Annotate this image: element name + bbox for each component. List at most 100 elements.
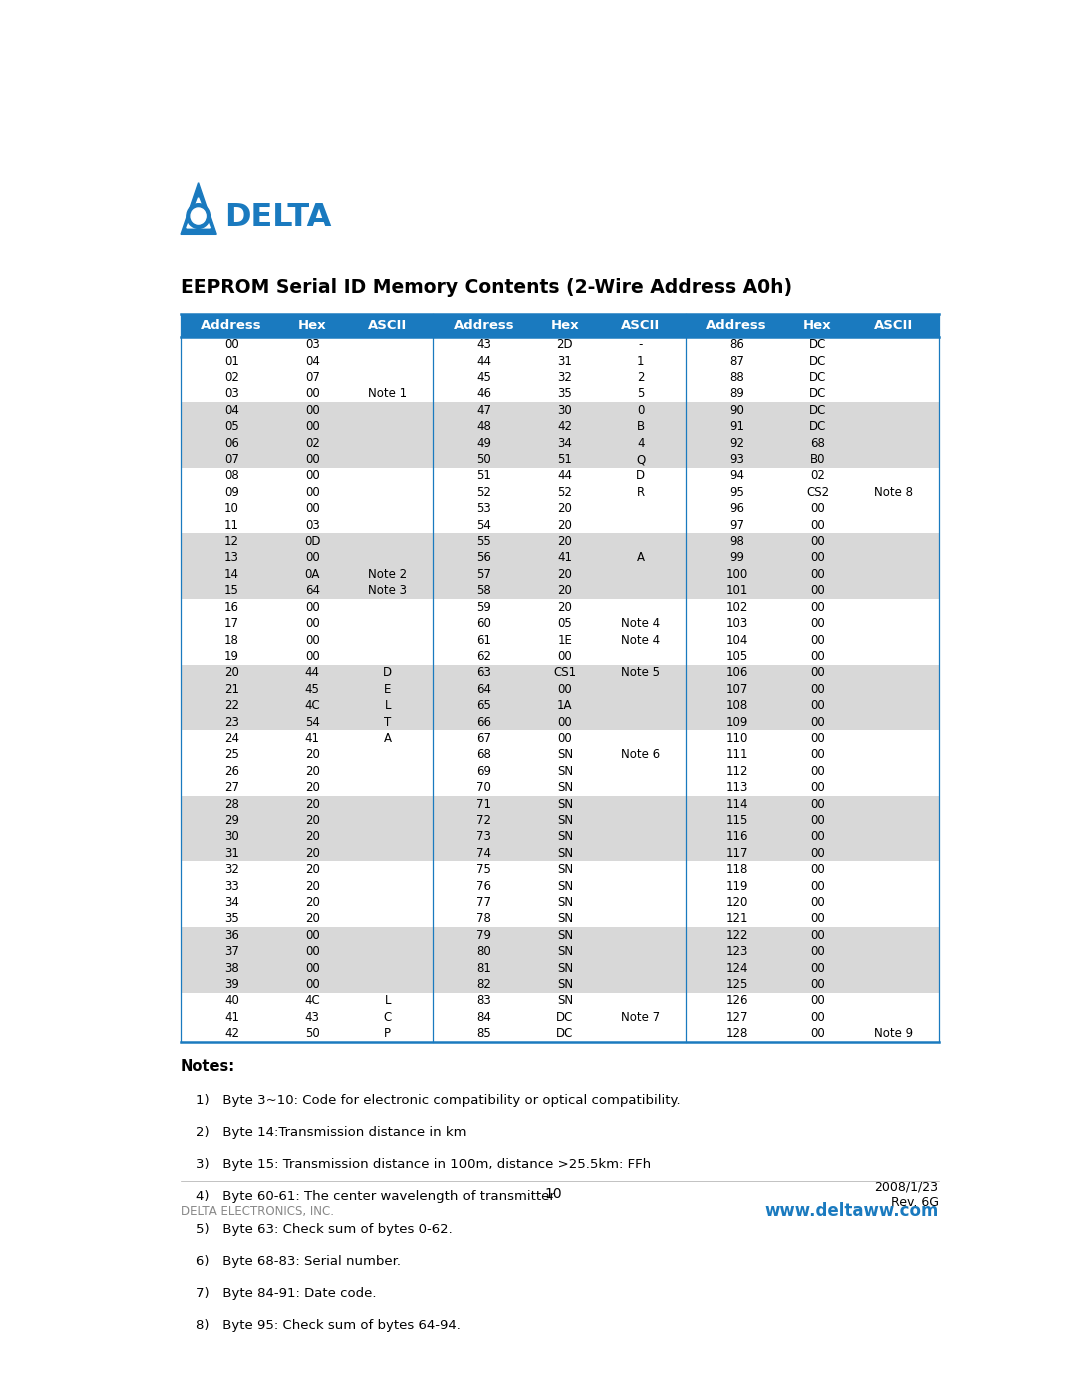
Text: 38: 38 <box>225 961 239 975</box>
Text: SN: SN <box>557 830 572 844</box>
Text: 108: 108 <box>726 698 747 712</box>
Text: 87: 87 <box>729 355 744 367</box>
Text: 4: 4 <box>637 437 645 450</box>
Text: 00: 00 <box>810 961 825 975</box>
Bar <box>181 960 939 977</box>
Text: 42: 42 <box>224 1027 239 1041</box>
Text: Rev. 6G: Rev. 6G <box>891 1196 939 1208</box>
Text: 51: 51 <box>476 469 491 482</box>
Text: 2008/1/23: 2008/1/23 <box>875 1180 939 1194</box>
Text: 00: 00 <box>225 338 239 351</box>
Text: CS2: CS2 <box>806 486 829 499</box>
Text: 41: 41 <box>557 552 572 564</box>
Text: Q: Q <box>636 453 646 467</box>
Bar <box>181 566 939 583</box>
Text: 21: 21 <box>224 683 239 696</box>
Bar <box>181 1009 939 1025</box>
Text: 118: 118 <box>726 863 748 876</box>
Text: SN: SN <box>557 995 572 1007</box>
Text: 122: 122 <box>726 929 748 942</box>
Text: Hex: Hex <box>298 319 326 332</box>
Text: 59: 59 <box>476 601 491 613</box>
Text: 57: 57 <box>476 569 491 581</box>
Text: 00: 00 <box>557 715 572 728</box>
Text: Note 6: Note 6 <box>621 749 660 761</box>
Text: 0A: 0A <box>305 569 320 581</box>
Text: 32: 32 <box>557 372 572 384</box>
Bar <box>181 1025 939 1042</box>
Text: SN: SN <box>557 749 572 761</box>
Bar <box>181 419 939 434</box>
Text: L: L <box>384 995 391 1007</box>
Text: 52: 52 <box>557 486 572 499</box>
Text: DC: DC <box>809 355 826 367</box>
Bar <box>181 731 939 746</box>
Text: 20: 20 <box>305 895 320 909</box>
Text: 00: 00 <box>810 781 825 793</box>
Text: 74: 74 <box>476 847 491 859</box>
Text: 00: 00 <box>810 633 825 647</box>
Text: 86: 86 <box>729 338 744 351</box>
Text: 03: 03 <box>225 387 239 401</box>
Text: 83: 83 <box>476 995 491 1007</box>
Polygon shape <box>187 198 211 228</box>
Text: 07: 07 <box>224 453 239 467</box>
Text: 76: 76 <box>476 880 491 893</box>
Text: 20: 20 <box>557 601 572 613</box>
Text: 24: 24 <box>224 732 239 745</box>
Text: 64: 64 <box>476 683 491 696</box>
Text: 98: 98 <box>729 535 744 548</box>
Text: 112: 112 <box>726 764 748 778</box>
Text: 90: 90 <box>729 404 744 416</box>
Bar <box>181 845 939 862</box>
Bar <box>181 894 939 911</box>
Text: DC: DC <box>556 1027 573 1041</box>
Text: 71: 71 <box>476 798 491 810</box>
Bar <box>181 862 939 877</box>
Text: 79: 79 <box>476 929 491 942</box>
Text: 123: 123 <box>726 946 748 958</box>
Text: SN: SN <box>557 764 572 778</box>
Bar <box>181 796 939 812</box>
Text: 77: 77 <box>476 895 491 909</box>
Text: Note 1: Note 1 <box>368 387 407 401</box>
Text: 103: 103 <box>726 617 747 630</box>
Text: 06: 06 <box>224 437 239 450</box>
Text: 20: 20 <box>305 781 320 793</box>
Text: 15: 15 <box>224 584 239 598</box>
Bar <box>181 763 939 780</box>
Bar <box>181 746 939 763</box>
Text: 20: 20 <box>305 749 320 761</box>
Text: 101: 101 <box>726 584 748 598</box>
Text: 13: 13 <box>224 552 239 564</box>
Text: DELTA ELECTRONICS, INC.: DELTA ELECTRONICS, INC. <box>181 1204 334 1218</box>
Text: 05: 05 <box>557 617 572 630</box>
Text: 20: 20 <box>305 830 320 844</box>
Text: 26: 26 <box>224 764 239 778</box>
Text: 2: 2 <box>637 372 645 384</box>
Text: 16: 16 <box>224 601 239 613</box>
Text: 3)   Byte 15: Transmission distance in 100m, distance >25.5km: FFh: 3) Byte 15: Transmission distance in 100… <box>197 1158 651 1171</box>
Text: 00: 00 <box>810 584 825 598</box>
Text: 00: 00 <box>810 1011 825 1024</box>
Text: Note 5: Note 5 <box>621 666 660 679</box>
Text: Address: Address <box>201 319 261 332</box>
Bar <box>181 583 939 599</box>
Text: 106: 106 <box>726 666 748 679</box>
Text: 10: 10 <box>544 1187 563 1201</box>
Text: 02: 02 <box>810 469 825 482</box>
Bar <box>181 402 939 419</box>
Text: EEPROM Serial ID Memory Contents (2-Wire Address A0h): EEPROM Serial ID Memory Contents (2-Wire… <box>181 278 792 298</box>
Text: 41: 41 <box>305 732 320 745</box>
Text: 00: 00 <box>810 946 825 958</box>
Text: 00: 00 <box>810 1027 825 1041</box>
Text: DC: DC <box>809 372 826 384</box>
Text: 128: 128 <box>726 1027 748 1041</box>
Text: 00: 00 <box>305 946 320 958</box>
Text: 4)   Byte 60-61: The center wavelength of transmitter: 4) Byte 60-61: The center wavelength of … <box>197 1190 555 1203</box>
Text: Hex: Hex <box>804 319 832 332</box>
Text: 19: 19 <box>224 650 239 664</box>
Text: SN: SN <box>557 847 572 859</box>
Text: 03: 03 <box>305 518 320 532</box>
Bar <box>181 616 939 631</box>
